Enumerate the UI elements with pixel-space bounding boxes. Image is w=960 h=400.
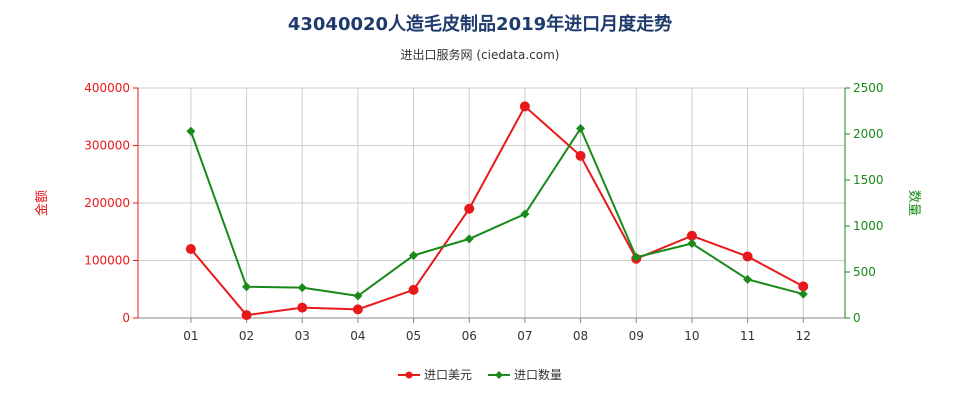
data-point-value	[575, 150, 586, 161]
left-tick-label: 0	[122, 311, 130, 325]
right-tick-label: 2000	[853, 127, 884, 141]
left-tick-label: 300000	[84, 139, 130, 153]
data-point-value	[352, 304, 363, 315]
data-point-value	[686, 230, 697, 241]
data-point-quantity	[409, 250, 419, 260]
x-tick-label: 01	[183, 329, 198, 343]
right-tick-label: 500	[853, 265, 876, 279]
data-point-value	[241, 310, 252, 321]
data-point-quantity	[631, 252, 641, 262]
right-axis-title: 数量	[906, 190, 921, 216]
x-tick-label: 02	[239, 329, 254, 343]
legend-marker	[495, 371, 503, 379]
right-tick-label: 1000	[853, 219, 884, 233]
left-axis-title: 金额	[34, 190, 50, 216]
x-tick-label: 09	[629, 329, 644, 343]
x-tick-label: 06	[462, 329, 477, 343]
left-tick-label: 100000	[84, 254, 130, 268]
left-tick-label: 400000	[84, 81, 130, 95]
data-point-quantity	[798, 289, 808, 299]
x-tick-label: 03	[295, 329, 310, 343]
x-tick-label: 10	[684, 329, 699, 343]
data-point-value	[742, 251, 753, 262]
chart-subtitle: 进出口服务网 (ciedata.com)	[400, 48, 560, 62]
data-point-quantity	[743, 274, 753, 284]
data-point-value	[297, 302, 308, 313]
series-line-value	[190, 104, 804, 317]
data-point-value	[519, 101, 530, 112]
x-tick-label: 04	[350, 329, 365, 343]
data-point-quantity	[687, 238, 697, 248]
x-tick-label: 08	[573, 329, 588, 343]
data-point-quantity	[186, 126, 196, 136]
right-tick-label: 0	[853, 311, 861, 325]
data-point-quantity	[297, 283, 307, 293]
x-tick-label: 12	[796, 329, 811, 343]
legend-label: 进口数量	[514, 367, 562, 382]
data-point-quantity	[464, 234, 474, 244]
legend-label: 进口美元	[424, 368, 472, 382]
legend-marker	[405, 371, 413, 379]
right-tick-label: 2500	[853, 81, 884, 95]
data-point-quantity	[576, 123, 586, 133]
data-point-quantity	[242, 282, 252, 292]
data-point-value	[408, 284, 419, 295]
data-point-value	[464, 203, 475, 214]
data-point-quantity	[520, 209, 530, 219]
chart-title: 43040020人造毛皮制品2019年进口月度走势	[287, 14, 673, 35]
x-tick-label: 11	[740, 329, 755, 343]
data-point-value	[185, 244, 196, 254]
right-tick-label: 1500	[853, 173, 884, 187]
x-tick-label: 05	[406, 329, 421, 343]
series-line-quantity	[189, 126, 804, 297]
data-point-value	[798, 281, 809, 292]
left-tick-label: 200000	[84, 196, 130, 210]
x-tick-label: 07	[517, 329, 532, 343]
data-point-quantity	[353, 291, 363, 301]
